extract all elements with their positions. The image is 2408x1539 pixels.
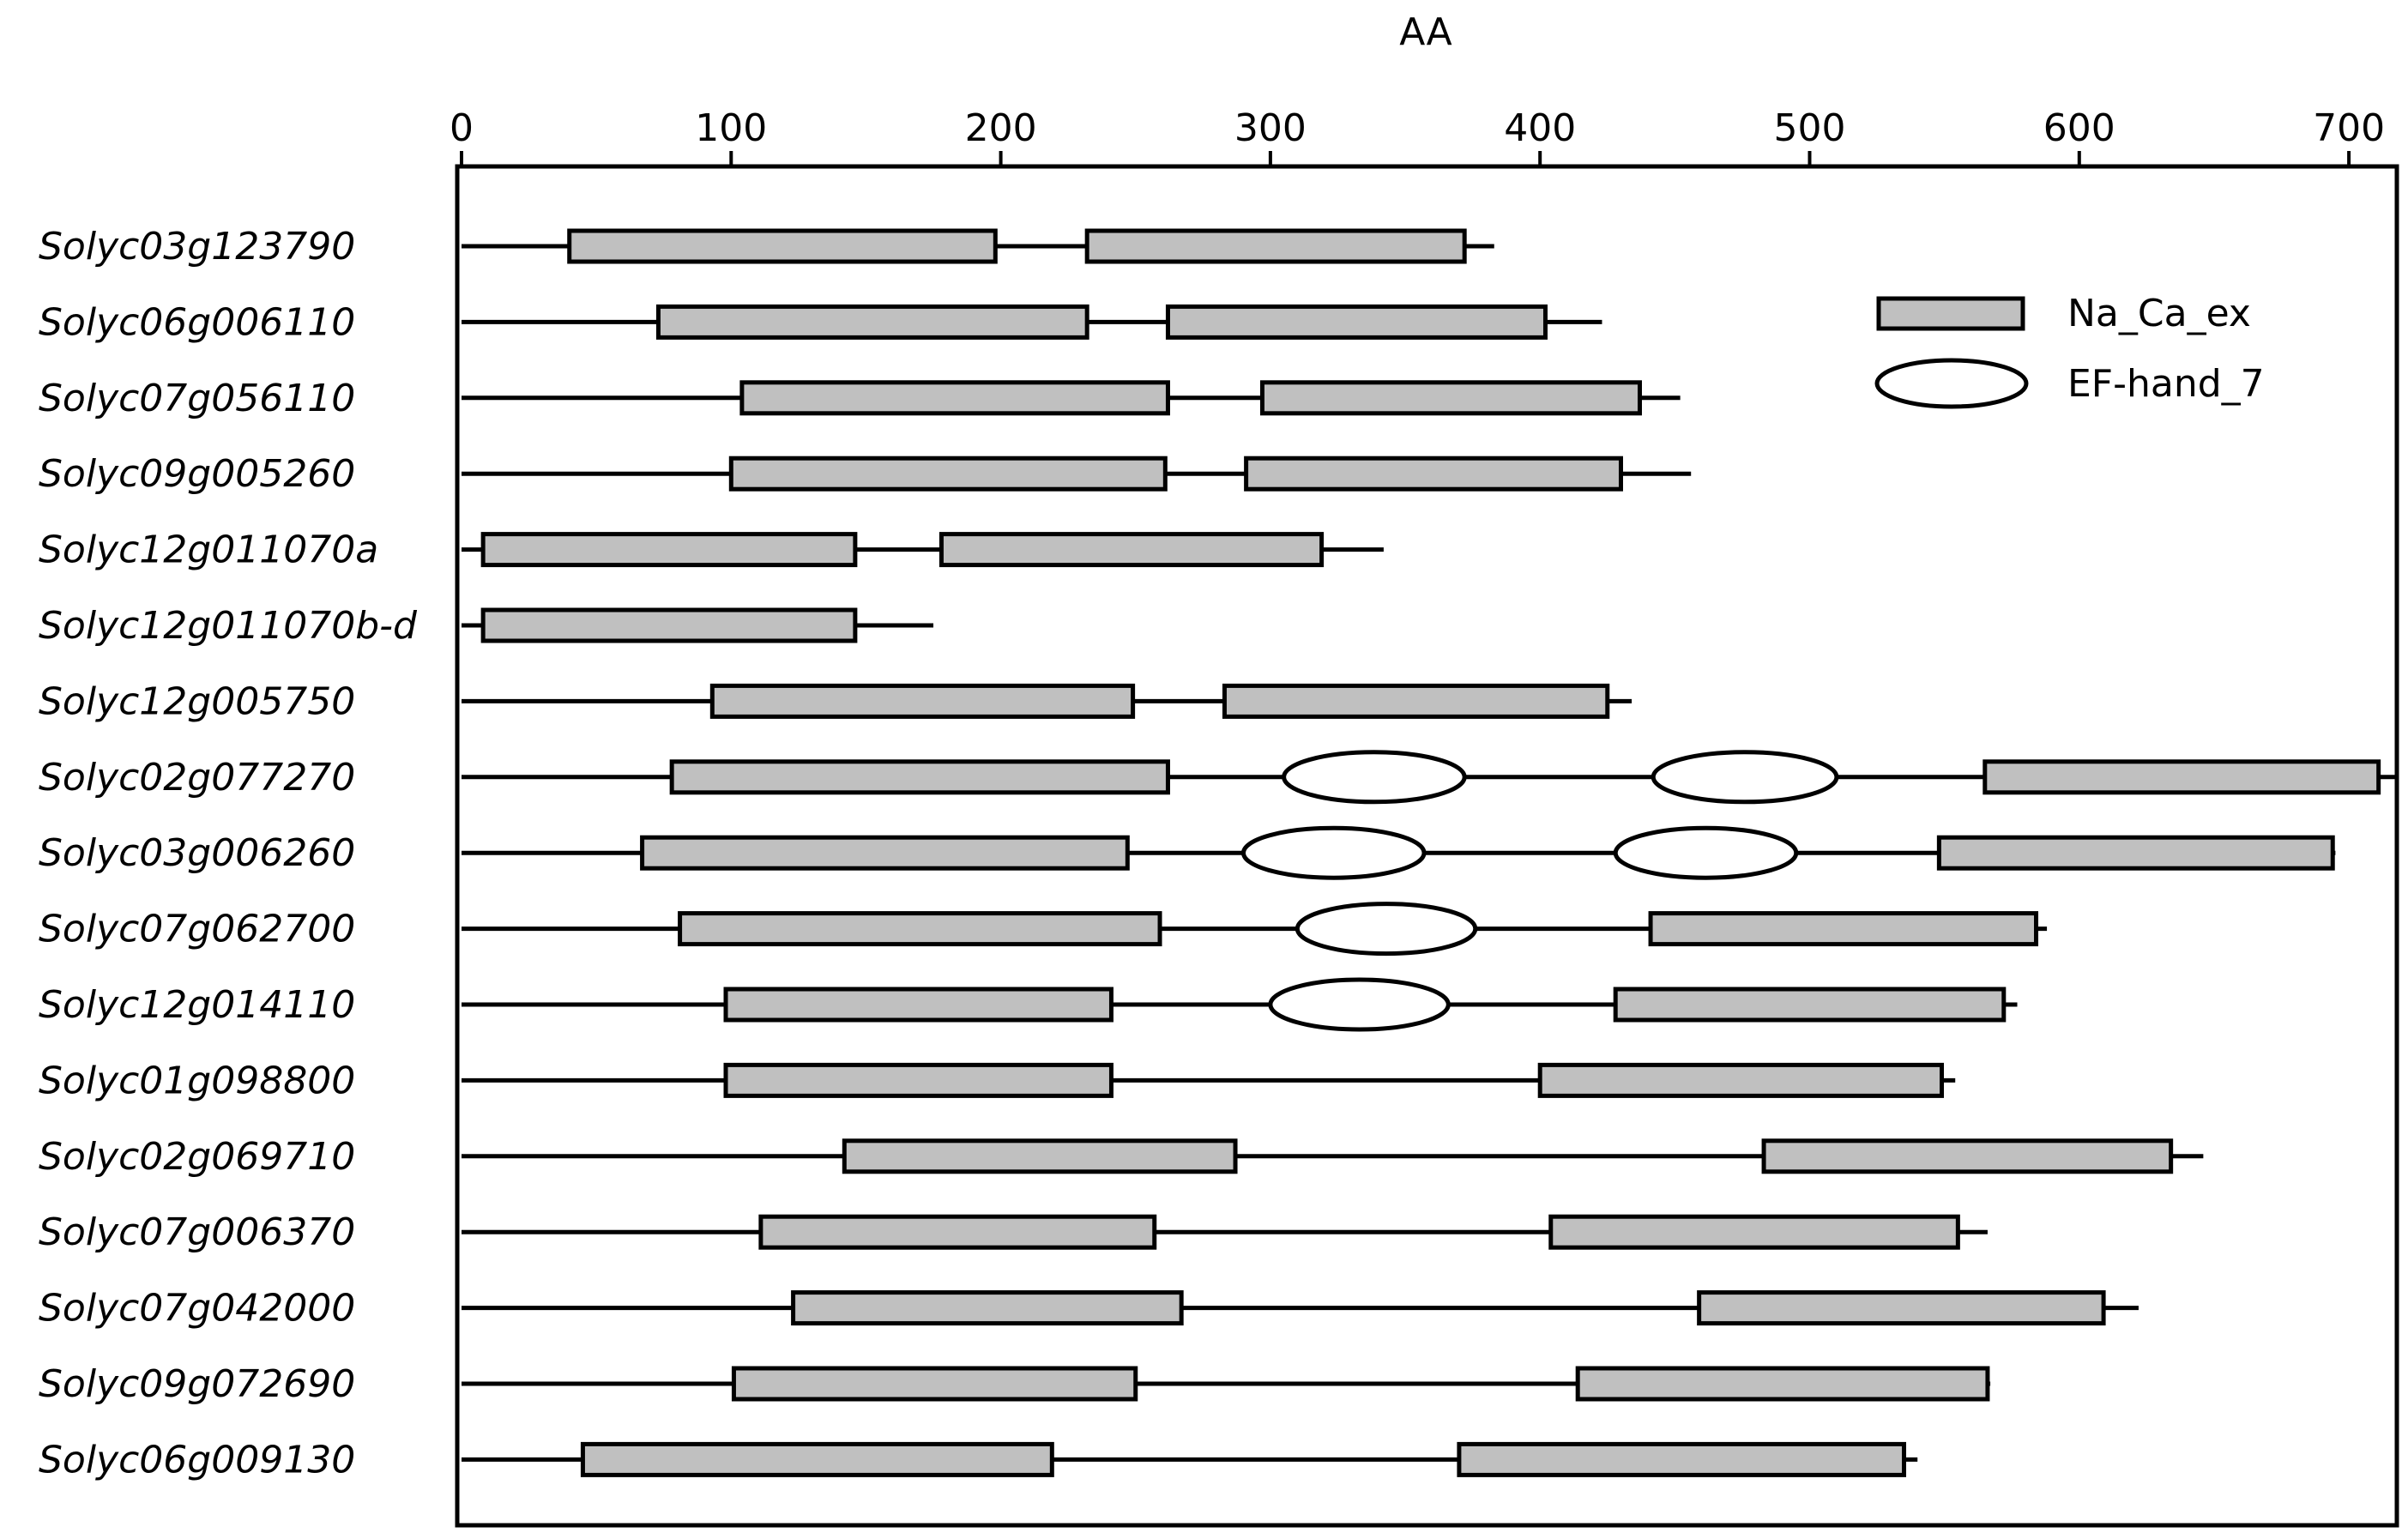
na-ca-ex-domain xyxy=(1936,835,2335,871)
gene-label: Solyc12g011070a xyxy=(39,528,378,572)
protein-row: Solyc06g006110 xyxy=(39,300,1602,344)
na-ca-ex-domain xyxy=(1537,1062,1945,1098)
gene-label: Solyc03g006260 xyxy=(39,831,355,875)
na-ca-ex-domain xyxy=(678,911,1162,947)
na-ca-ex-domain xyxy=(567,228,998,264)
gene-label: Solyc03g123790 xyxy=(39,225,355,269)
ef-hand-domain xyxy=(1240,825,1427,880)
x-tick-label: 400 xyxy=(1504,106,1576,150)
x-tick-label: 600 xyxy=(2043,106,2115,150)
protein-row: Solyc06g009130 xyxy=(39,1438,1918,1482)
na-ca-ex-domain xyxy=(1983,759,2381,795)
gene-label: Solyc07g042000 xyxy=(39,1287,355,1331)
protein-row: Solyc02g077270 xyxy=(39,750,2395,805)
legend-entry: Na_Ca_ex xyxy=(1876,292,2251,335)
ef-hand-domain xyxy=(1268,977,1451,1032)
na-ca-ex-domain xyxy=(728,456,1168,492)
na-ca-ex-domain xyxy=(1244,456,1623,492)
protein-row: Solyc01g098800 xyxy=(39,1059,1956,1102)
gene-label: Solyc12g005750 xyxy=(39,679,355,723)
gene-label: Solyc02g069710 xyxy=(39,1135,355,1179)
na-ca-ex-domain xyxy=(842,1138,1238,1174)
gene-label: Solyc07g006370 xyxy=(39,1210,355,1254)
na-ca-ex-domain xyxy=(1165,304,1548,340)
gene-label: Solyc12g011070b-d xyxy=(39,604,418,648)
gene-label: Solyc01g098800 xyxy=(39,1059,355,1102)
x-axis-title: AA xyxy=(1399,10,1451,54)
protein-row: Solyc12g014110 xyxy=(39,977,2018,1032)
na-ca-ex-domain xyxy=(1575,1366,1990,1402)
legend-ellipse-swatch xyxy=(1874,358,2029,409)
legend-rect-swatch xyxy=(1876,296,2025,331)
x-axis-ticks: 0 100 200 300 400 500 600 700 xyxy=(450,106,2385,166)
na-ca-ex-domain xyxy=(1084,228,1467,264)
na-ca-ex-domain xyxy=(723,987,1113,1023)
protein-row: Solyc09g072690 xyxy=(39,1362,1991,1406)
na-ca-ex-domain xyxy=(938,532,1325,568)
na-ca-ex-domain xyxy=(1259,380,1642,416)
legend-entry: EF-hand_7 xyxy=(1874,358,2265,409)
x-tick-label: 0 xyxy=(450,106,474,150)
gene-label: Solyc09g072690 xyxy=(39,1362,355,1406)
legend-label: Na_Ca_ex xyxy=(2067,292,2251,335)
x-tick-label: 300 xyxy=(1234,106,1307,150)
na-ca-ex-domain xyxy=(1761,1138,2174,1174)
na-ca-ex-domain xyxy=(791,1290,1184,1326)
na-ca-ex-domain xyxy=(480,532,858,568)
gene-label: Solyc02g077270 xyxy=(39,756,355,800)
x-tick-label: 200 xyxy=(965,106,1037,150)
legend-label: EF-hand_7 xyxy=(2067,362,2265,406)
x-tick-label: 700 xyxy=(2313,106,2385,150)
legend: Na_Ca_ex EF-hand_7 xyxy=(1874,292,2265,409)
protein-row: Solyc07g042000 xyxy=(39,1287,2139,1331)
na-ca-ex-domain xyxy=(640,835,1130,871)
na-ca-ex-domain xyxy=(709,683,1136,719)
gene-label: Solyc09g005260 xyxy=(39,452,355,496)
na-ca-ex-domain xyxy=(669,759,1170,795)
gene-label: Solyc06g006110 xyxy=(39,300,355,344)
na-ca-ex-domain xyxy=(1697,1290,2106,1326)
ef-hand-domain xyxy=(1282,750,1467,805)
protein-row: Solyc07g062700 xyxy=(39,902,2048,957)
ef-hand-domain xyxy=(1295,902,1478,957)
na-ca-ex-domain xyxy=(723,1062,1113,1098)
na-ca-ex-domain xyxy=(1457,1441,1907,1477)
na-ca-ex-domain xyxy=(1548,1214,1960,1250)
ef-hand-domain xyxy=(1613,825,1799,880)
na-ca-ex-domain xyxy=(731,1366,1138,1402)
protein-row: Solyc02g069710 xyxy=(39,1135,2204,1179)
gene-label: Solyc07g056110 xyxy=(39,377,355,420)
protein-row: Solyc12g011070a xyxy=(39,528,1384,572)
protein-row: Solyc07g006370 xyxy=(39,1210,1988,1254)
na-ca-ex-domain xyxy=(758,1214,1157,1250)
gene-label: Solyc06g009130 xyxy=(39,1438,355,1482)
na-ca-ex-domain xyxy=(580,1441,1054,1477)
na-ca-ex-domain xyxy=(1613,987,2007,1023)
protein-row: Solyc07g056110 xyxy=(39,377,1681,420)
x-tick-label: 100 xyxy=(695,106,767,150)
na-ca-ex-domain xyxy=(480,607,858,643)
na-ca-ex-domain xyxy=(655,304,1089,340)
protein-rows: Solyc03g123790 Solyc06g006110 Solyc07g0561… xyxy=(39,225,2395,1482)
gene-label: Solyc07g062700 xyxy=(39,908,355,951)
na-ca-ex-domain xyxy=(1648,911,2039,947)
protein-row: Solyc12g005750 xyxy=(39,679,1632,723)
protein-row: Solyc03g123790 xyxy=(39,225,1494,269)
x-tick-label: 500 xyxy=(1774,106,1846,150)
ef-hand-domain xyxy=(1651,750,1839,805)
gene-label: Solyc12g014110 xyxy=(39,983,355,1027)
protein-row: Solyc03g006260 xyxy=(39,825,2336,880)
na-ca-ex-domain xyxy=(1222,683,1610,719)
protein-row: Solyc12g011070b-d xyxy=(39,604,934,648)
na-ca-ex-domain xyxy=(739,380,1170,416)
protein-row: Solyc09g005260 xyxy=(39,452,1692,496)
plot-frame xyxy=(455,164,2399,1528)
